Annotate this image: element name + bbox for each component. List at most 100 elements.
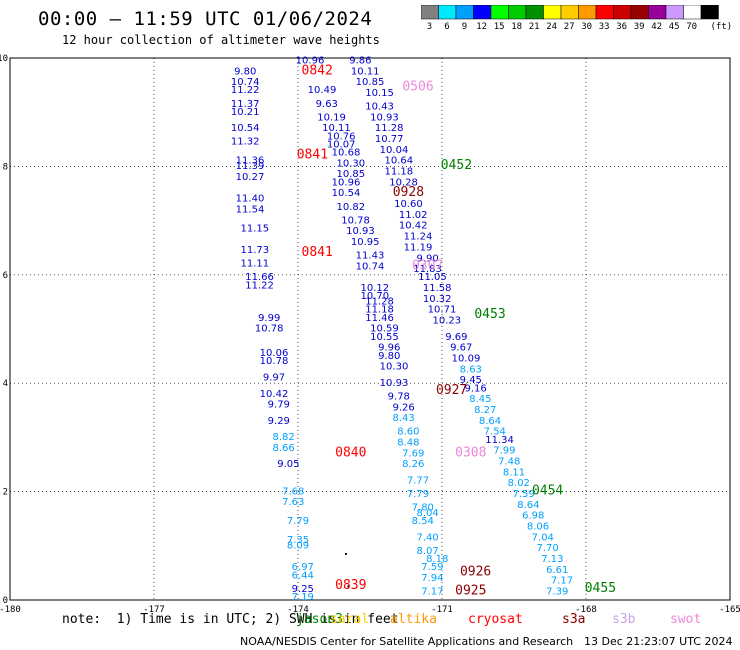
wave-height-reading: 7.59 bbox=[512, 489, 534, 500]
wave-height-reading: 8.66 bbox=[272, 443, 294, 454]
wave-height-reading: 7.80 bbox=[412, 503, 434, 514]
legend-label: 39 bbox=[633, 22, 645, 32]
wave-height-reading: 10.55 bbox=[370, 332, 399, 343]
wave-height-reading: 9.67 bbox=[450, 343, 472, 354]
wave-height-reading: 10.06 bbox=[260, 348, 289, 359]
wave-height-reading: 8.18 bbox=[426, 554, 448, 565]
wave-height-reading: 11.54 bbox=[236, 204, 265, 215]
wave-height-reading: 8.26 bbox=[402, 459, 424, 470]
wave-height-reading: 11.83 bbox=[413, 264, 442, 275]
track-time-label[interactable]: 0927 bbox=[436, 383, 467, 398]
wave-height-reading: 11.32 bbox=[231, 137, 260, 148]
wave-height-reading: 9.79 bbox=[268, 400, 290, 411]
wave-height-reading: 7.17 bbox=[421, 587, 443, 598]
latitude-tick-label: 4 bbox=[3, 379, 8, 389]
wave-height-reading: 9.96 bbox=[378, 343, 400, 354]
wave-height-reading: 11.73 bbox=[240, 245, 269, 256]
track-time-label[interactable]: 0841 bbox=[297, 147, 328, 162]
wave-height-reading: 9.05 bbox=[277, 459, 299, 470]
track-time-label[interactable]: 0307 bbox=[412, 258, 443, 273]
wave-height-reading: 6.97 bbox=[292, 562, 314, 573]
wave-height-reading: 8.63 bbox=[460, 364, 482, 375]
track-time-label[interactable]: 0506 bbox=[402, 80, 433, 95]
wave-height-reading: 10.11 bbox=[351, 66, 380, 77]
wave-height-reading: 10.49 bbox=[308, 85, 337, 96]
latitude-tick-label: 8 bbox=[3, 162, 8, 172]
latitude-tick-label: 10 bbox=[0, 54, 8, 64]
wave-height-reading: 10.54 bbox=[332, 188, 361, 199]
wave-height-reading: 7.39 bbox=[546, 587, 568, 598]
track-time-label[interactable]: 0839 bbox=[335, 578, 366, 593]
wave-height-reading: 11.22 bbox=[231, 85, 260, 96]
island-dot bbox=[344, 552, 348, 556]
satellite-legend-s3b: s3b bbox=[612, 612, 636, 627]
wave-height-reading: 7.79 bbox=[407, 489, 429, 500]
latitude-tick-label: 0 bbox=[3, 596, 8, 606]
wave-height-reading: 9.16 bbox=[464, 383, 486, 394]
track-time-label[interactable]: 0455 bbox=[585, 581, 616, 596]
wave-height-reading: 10.43 bbox=[365, 101, 394, 112]
legend-label: 45 bbox=[668, 22, 680, 32]
track-time-label[interactable]: 0842 bbox=[302, 63, 333, 78]
map-title: 00:00 – 11:59 UTC 01/06/2024 bbox=[38, 8, 373, 30]
satellite-legend-swot: swot bbox=[670, 612, 702, 627]
wave-height-reading: 11.18 bbox=[384, 167, 413, 178]
wave-height-reading: 11.34 bbox=[485, 435, 514, 446]
wave-height-reading: 6.44 bbox=[292, 570, 314, 581]
wave-height-reading: 10.77 bbox=[375, 134, 404, 145]
wave-height-reading: 10.96 bbox=[296, 55, 325, 66]
wave-height-reading: 11.28 bbox=[365, 297, 394, 308]
satellite-legend-cryosat: cryosat bbox=[468, 612, 523, 627]
track-time-label[interactable]: 0928 bbox=[393, 185, 424, 200]
wave-height-reading: 10.07 bbox=[327, 139, 356, 150]
track-time-label[interactable]: 0841 bbox=[302, 245, 333, 260]
legend-label: 33 bbox=[598, 22, 610, 32]
longitude-tick-label: -168 bbox=[575, 605, 597, 615]
wave-height-reading: 10.70 bbox=[360, 291, 389, 302]
legend-label: 30 bbox=[581, 22, 593, 32]
wave-height-reading: 9.86 bbox=[349, 55, 371, 66]
wave-height-reading: 8.02 bbox=[508, 478, 530, 489]
wave-height-reading: 9.26 bbox=[392, 402, 414, 413]
wave-height-reading: 11.22 bbox=[245, 280, 274, 291]
wave-height-reading: 8.04 bbox=[416, 508, 438, 519]
track-time-label[interactable]: 0308 bbox=[455, 445, 486, 460]
credit-line: NOAA/NESDIS Center for Satellite Applica… bbox=[240, 635, 574, 648]
track-time-label[interactable]: 0926 bbox=[460, 565, 491, 580]
wave-height-reading: 7.63 bbox=[282, 497, 304, 508]
satellite-legend-altika: altika bbox=[390, 612, 437, 627]
wave-height-reading: 10.68 bbox=[332, 148, 361, 159]
wave-height-reading: 10.30 bbox=[336, 158, 365, 169]
wave-height-reading: 10.28 bbox=[389, 177, 418, 188]
wave-height-reading: 11.24 bbox=[404, 232, 433, 243]
longitude-tick-label: -174 bbox=[287, 605, 309, 615]
wave-height-reading: 10.09 bbox=[452, 354, 481, 365]
color-scale-labels: 3 6 9 12 15 18 21 24 27 30 33 36 39 42 45 70 (ft) bbox=[421, 22, 740, 36]
wave-height-reading: 10.93 bbox=[380, 378, 409, 389]
wave-height-reading: 11.39 bbox=[236, 161, 265, 172]
wave-height-reading: 9.90 bbox=[416, 253, 438, 264]
legend-label: 9 bbox=[461, 22, 468, 32]
legend-label: 3 bbox=[426, 22, 433, 32]
wave-height-reading: 10.78 bbox=[255, 324, 284, 335]
wave-height-reading: 9.80 bbox=[378, 351, 400, 362]
wave-height-reading: 7.19 bbox=[292, 592, 314, 603]
wave-height-reading: 7.69 bbox=[402, 448, 424, 459]
wave-height-reading: 11.43 bbox=[356, 251, 385, 262]
track-time-label[interactable]: 0925 bbox=[455, 584, 486, 599]
wave-height-reading: 7.79 bbox=[287, 516, 309, 527]
wave-height-reading: 11.46 bbox=[365, 313, 394, 324]
wave-height-reading: 9.97 bbox=[263, 372, 285, 383]
legend-label: 6 bbox=[444, 22, 450, 32]
track-time-label[interactable]: 0452 bbox=[441, 158, 472, 173]
legend-label: 18 bbox=[511, 22, 523, 32]
wave-height-reading: 11.28 bbox=[375, 123, 404, 134]
track-time-label[interactable]: 0454 bbox=[532, 483, 563, 498]
wave-height-reading: 11.66 bbox=[245, 272, 274, 283]
track-time-label[interactable]: 0840 bbox=[335, 445, 366, 460]
track-time-label[interactable]: 0453 bbox=[474, 307, 505, 322]
wave-height-reading: 10.32 bbox=[423, 294, 452, 305]
wave-height-reading: 10.85 bbox=[356, 77, 385, 88]
wave-height-reading: 10.95 bbox=[351, 237, 380, 248]
